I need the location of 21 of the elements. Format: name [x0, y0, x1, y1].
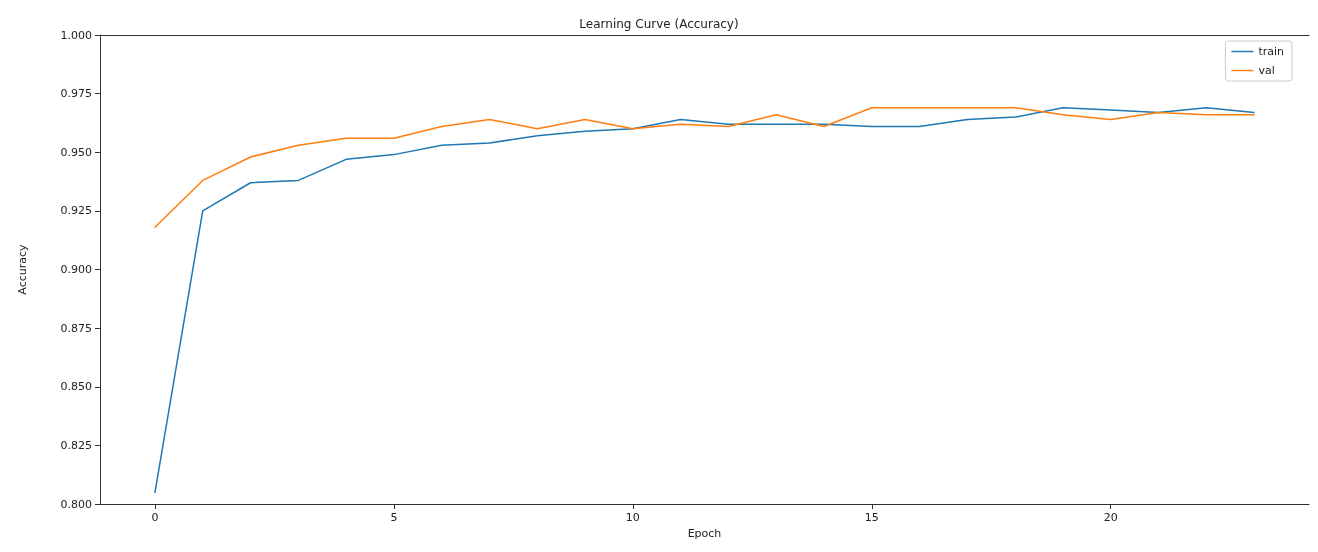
line-series — [154, 106, 1255, 494]
x-tick-label: 20 — [1103, 511, 1118, 525]
x-tick-label: 5 — [390, 511, 398, 525]
x-tick-label: 10 — [625, 511, 640, 525]
x-tick-label: 0 — [151, 511, 159, 525]
legend-label: val — [1258, 64, 1275, 77]
y-tick-label: 0.850 — [60, 380, 92, 394]
y-tick-label: 0.950 — [60, 145, 92, 159]
y-tick-label: 0.975 — [60, 87, 92, 101]
x-tick-label: 15 — [864, 511, 879, 525]
y-tick-label: 0.875 — [60, 321, 92, 335]
x-axis-title: Epoch — [687, 527, 722, 540]
y-tick-label: 1.000 — [60, 28, 92, 42]
y-axis-title: Accuracy — [16, 243, 29, 295]
line-series — [154, 106, 1255, 229]
y-tick-label: 0.800 — [60, 497, 92, 511]
y-tick-label: 0.825 — [60, 438, 92, 452]
legend-label: train — [1258, 45, 1285, 58]
y-tick-label: 0.900 — [60, 263, 92, 277]
chart-title: Learning Curve (Accuracy) — [579, 17, 739, 31]
y-tick-label: 0.925 — [60, 204, 92, 218]
